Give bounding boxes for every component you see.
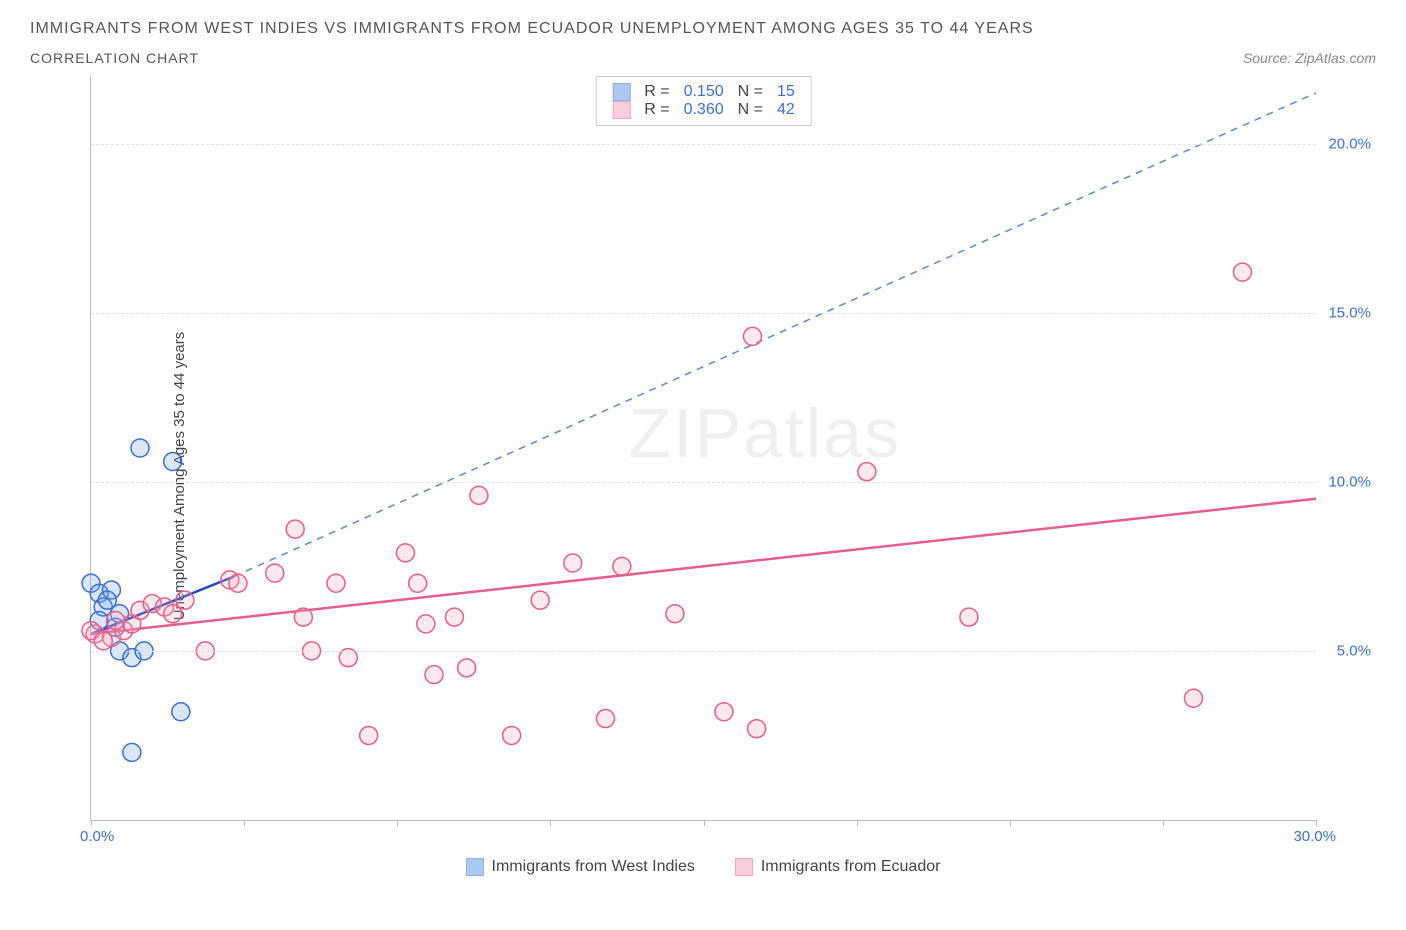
legend-label: Immigrants from Ecuador bbox=[761, 858, 941, 876]
r-label: R = bbox=[644, 83, 669, 101]
scatter-point bbox=[327, 574, 345, 592]
subtitle-row: CORRELATION CHART Source: ZipAtlas.com bbox=[30, 50, 1376, 66]
scatter-point bbox=[613, 557, 631, 575]
scatter-point bbox=[564, 554, 582, 572]
scatter-point bbox=[417, 615, 435, 633]
r-label: R = bbox=[644, 101, 669, 119]
scatter-point bbox=[1185, 689, 1203, 707]
legend-swatch bbox=[612, 83, 630, 101]
scatter-svg bbox=[91, 76, 1316, 820]
gridline bbox=[91, 482, 1316, 483]
x-tick bbox=[857, 820, 858, 826]
scatter-point bbox=[597, 710, 615, 728]
legend-swatch bbox=[612, 101, 630, 119]
legend-label: Immigrants from West Indies bbox=[492, 858, 695, 876]
scatter-point bbox=[425, 666, 443, 684]
x-max-label: 30.0% bbox=[1293, 828, 1336, 845]
gridline bbox=[91, 313, 1316, 314]
stats-legend-row: R = 0.360 N = 42 bbox=[612, 101, 795, 119]
scatter-point bbox=[123, 743, 141, 761]
source-name: ZipAtlas.com bbox=[1295, 50, 1376, 66]
x-tick bbox=[1163, 820, 1164, 826]
stats-legend-row: R = 0.150 N = 15 bbox=[612, 83, 795, 101]
scatter-point bbox=[266, 564, 284, 582]
legend-item: Immigrants from West Indies bbox=[466, 858, 695, 876]
y-tick-label: 20.0% bbox=[1328, 135, 1371, 152]
source-label: Source: bbox=[1243, 50, 1291, 66]
gridline bbox=[91, 144, 1316, 145]
scatter-point bbox=[445, 608, 463, 626]
n-value: 15 bbox=[777, 83, 795, 101]
x-tick bbox=[397, 820, 398, 826]
scatter-point bbox=[666, 605, 684, 623]
scatter-point bbox=[744, 327, 762, 345]
x-tick bbox=[1010, 820, 1011, 826]
scatter-point bbox=[396, 544, 414, 562]
legend-swatch bbox=[466, 858, 484, 876]
scatter-point bbox=[131, 439, 149, 457]
scatter-point bbox=[531, 591, 549, 609]
scatter-point bbox=[1234, 263, 1252, 281]
x-axis-labels: 0.0% 30.0% bbox=[90, 828, 1316, 848]
scatter-point bbox=[715, 703, 733, 721]
legend-swatch bbox=[735, 858, 753, 876]
scatter-point bbox=[294, 608, 312, 626]
x-tick bbox=[91, 820, 92, 826]
scatter-point bbox=[286, 520, 304, 538]
gridline bbox=[91, 651, 1316, 652]
scatter-point bbox=[172, 703, 190, 721]
plot-area: ZIPatlas R =0.150N =15R =0.360N =42 5.0%… bbox=[90, 76, 1316, 821]
scatter-point bbox=[409, 574, 427, 592]
x-tick bbox=[1316, 820, 1317, 826]
scatter-point bbox=[960, 608, 978, 626]
scatter-point bbox=[503, 726, 521, 744]
y-tick-label: 10.0% bbox=[1328, 473, 1371, 490]
trend-line-extension bbox=[234, 93, 1316, 577]
scatter-point bbox=[98, 591, 116, 609]
scatter-point bbox=[229, 574, 247, 592]
source-citation: Source: ZipAtlas.com bbox=[1243, 50, 1376, 66]
n-label: N = bbox=[738, 101, 763, 119]
scatter-point bbox=[458, 659, 476, 677]
chart-subtitle: CORRELATION CHART bbox=[30, 50, 199, 66]
scatter-point bbox=[176, 591, 194, 609]
n-label: N = bbox=[738, 83, 763, 101]
chart-container: Unemployment Among Ages 35 to 44 years Z… bbox=[30, 76, 1376, 876]
y-tick-label: 15.0% bbox=[1328, 304, 1371, 321]
x-tick bbox=[244, 820, 245, 826]
scatter-point bbox=[164, 453, 182, 471]
scatter-point bbox=[748, 720, 766, 738]
series-legend: Immigrants from West Indies Immigrants fr… bbox=[30, 858, 1376, 876]
x-tick bbox=[704, 820, 705, 826]
scatter-point bbox=[360, 726, 378, 744]
scatter-point bbox=[470, 486, 488, 504]
legend-item: Immigrants from Ecuador bbox=[735, 858, 941, 876]
scatter-point bbox=[107, 611, 125, 629]
scatter-point bbox=[858, 463, 876, 481]
y-tick-label: 5.0% bbox=[1337, 642, 1371, 659]
r-value: 0.360 bbox=[684, 101, 724, 119]
r-value: 0.150 bbox=[684, 83, 724, 101]
scatter-point bbox=[94, 632, 112, 650]
chart-title: IMMIGRANTS FROM WEST INDIES VS IMMIGRANT… bbox=[30, 20, 1376, 38]
n-value: 42 bbox=[777, 101, 795, 119]
x-min-label: 0.0% bbox=[80, 828, 114, 845]
stats-legend: R = 0.150 N = 15 R = 0.360 N = 42 bbox=[595, 76, 812, 126]
x-tick bbox=[550, 820, 551, 826]
